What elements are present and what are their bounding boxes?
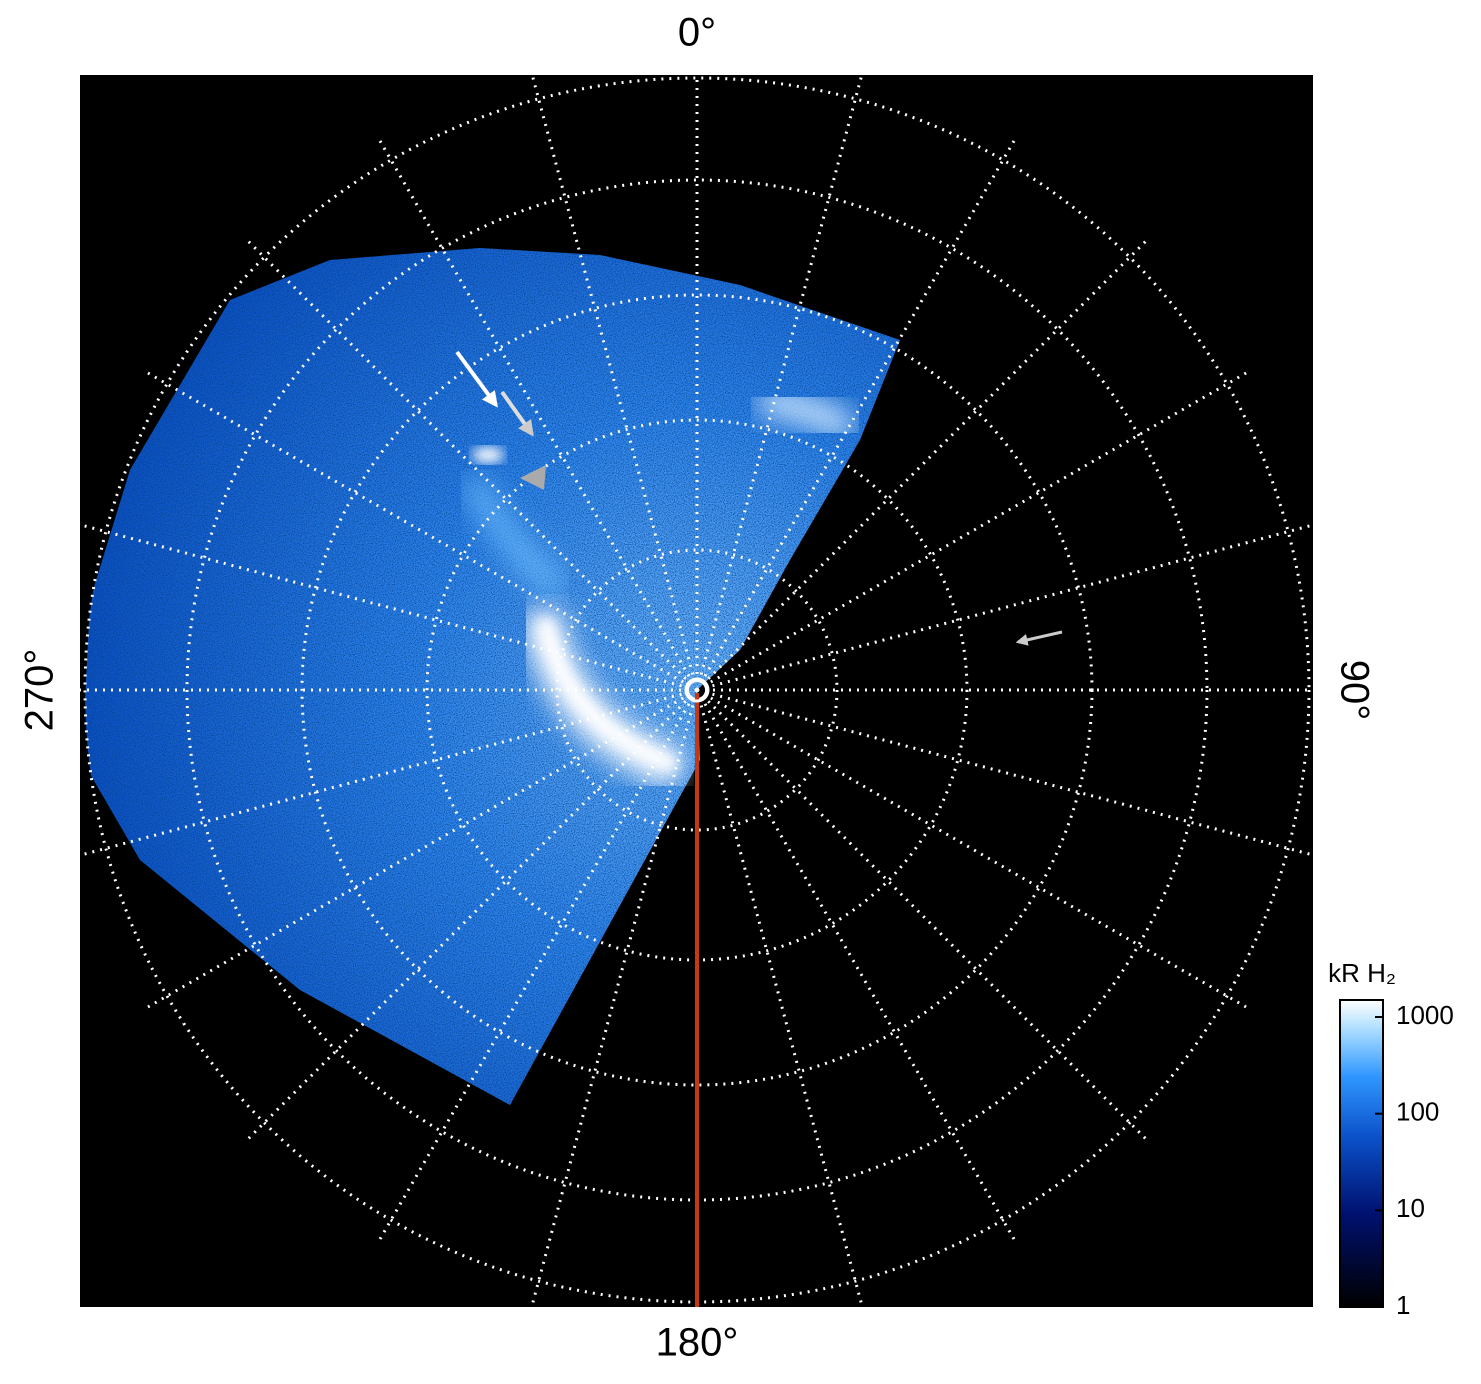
meridian — [696, 368, 1253, 692]
meridian — [141, 688, 698, 1012]
meridian — [141, 368, 698, 692]
meridian — [695, 134, 1019, 691]
meridian — [695, 688, 1151, 1144]
arrow — [500, 390, 534, 437]
colorbar — [1339, 999, 1384, 1308]
arrow — [1015, 630, 1063, 646]
latitude-circle — [425, 418, 969, 962]
meridian — [80, 688, 698, 857]
direction-label: 0° — [678, 11, 716, 55]
meridian — [696, 523, 1313, 692]
meridian — [80, 523, 698, 692]
meridian — [375, 689, 699, 1246]
triangle-marker — [520, 465, 546, 490]
colorbar-tick-label: 1 — [1396, 1290, 1410, 1320]
meridian — [695, 236, 1151, 692]
colorbar-tick-label: 10 — [1396, 1193, 1425, 1223]
meridian — [695, 689, 864, 1307]
meridian — [530, 689, 699, 1307]
colorbar-tick-label: 1000 — [1396, 1000, 1454, 1030]
meridian — [243, 688, 699, 1144]
aurora-image — [80, 75, 1313, 1307]
meridian — [696, 688, 1313, 857]
direction-label: 90° — [1332, 660, 1376, 721]
meridian — [695, 75, 864, 691]
direction-label: 180° — [656, 1321, 739, 1365]
meridian — [243, 236, 699, 692]
latitude-circle — [555, 548, 839, 832]
meridian — [375, 134, 699, 691]
meridian — [695, 689, 1019, 1246]
colorbar-title: kR H₂ — [1328, 958, 1396, 988]
colorbar-tick-label: 100 — [1396, 1097, 1439, 1127]
meridian — [696, 688, 1253, 1012]
arrow — [455, 350, 498, 408]
pole-marker — [684, 677, 710, 703]
meridian — [530, 75, 699, 691]
direction-label: 270° — [18, 649, 62, 732]
latitude-circle — [300, 293, 1094, 1087]
